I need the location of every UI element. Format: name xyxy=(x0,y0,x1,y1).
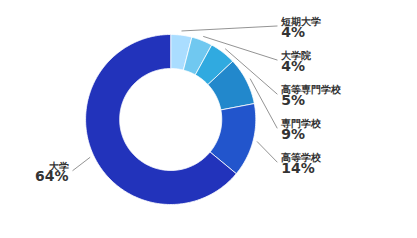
svg-text:大学: 大学 xyxy=(48,160,69,172)
svg-text:64%: 64% xyxy=(35,168,69,184)
svg-text:9%: 9% xyxy=(281,126,305,142)
svg-text:高等学校: 高等学校 xyxy=(281,152,322,163)
svg-text:4%: 4% xyxy=(281,58,305,74)
svg-text:4%: 4% xyxy=(281,24,305,40)
svg-text:5%: 5% xyxy=(281,92,305,108)
svg-text:短期大学: 短期大学 xyxy=(281,16,322,27)
svg-text:大学院: 大学院 xyxy=(281,50,312,61)
svg-text:専門学校: 専門学校 xyxy=(281,118,322,129)
svg-text:14%: 14% xyxy=(281,160,315,176)
svg-text:高等専門学校: 高等専門学校 xyxy=(281,84,342,95)
